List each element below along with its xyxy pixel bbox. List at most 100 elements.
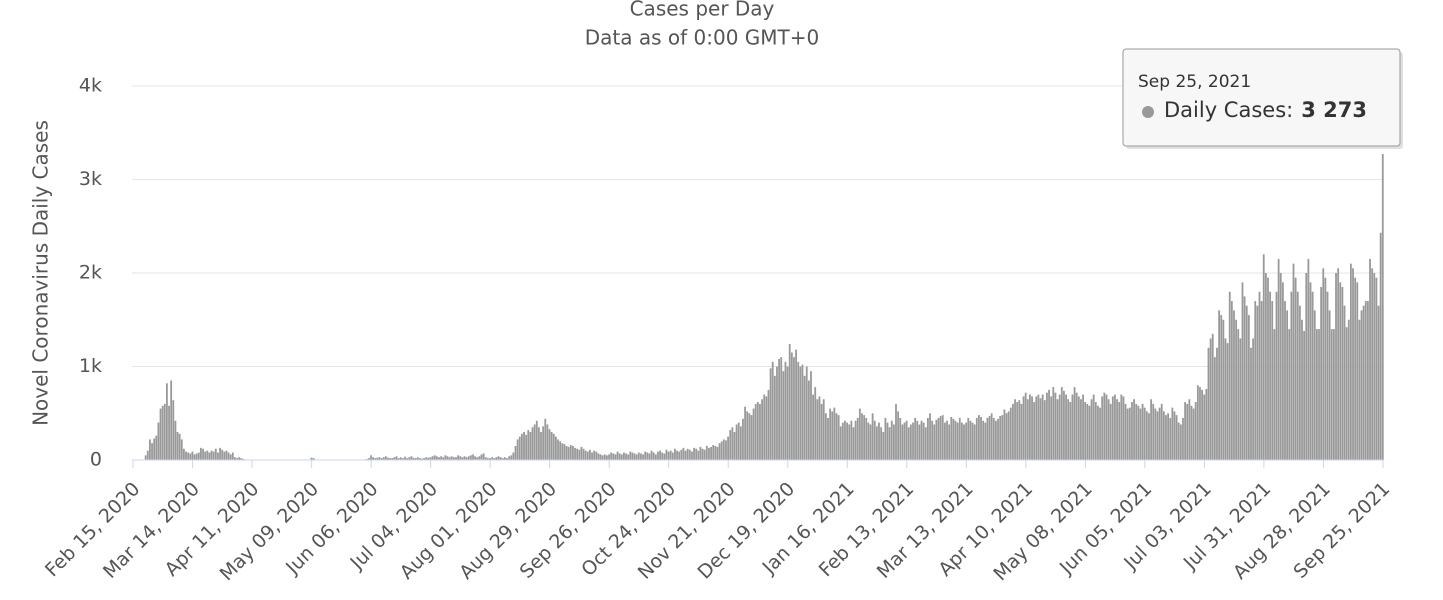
bar [897, 411, 900, 460]
bar [1222, 319, 1225, 460]
bar [746, 411, 749, 460]
bar [674, 448, 676, 460]
bar [895, 403, 897, 460]
bar [149, 439, 151, 460]
bar [733, 431, 736, 460]
bar [503, 457, 506, 460]
bar [427, 457, 430, 460]
bar [1031, 396, 1033, 460]
bar [965, 422, 968, 460]
bar [1250, 347, 1252, 460]
bar [525, 434, 528, 460]
bar [986, 417, 989, 460]
bar [648, 453, 651, 460]
bar [512, 452, 515, 460]
bar [1286, 310, 1289, 460]
bar [954, 420, 957, 460]
bar [829, 408, 832, 460]
bar [1094, 402, 1097, 460]
bar [693, 447, 695, 460]
bar [769, 368, 772, 460]
bar [578, 449, 581, 460]
bar [170, 380, 173, 460]
bar [155, 435, 158, 460]
bar [778, 359, 781, 460]
bar [744, 406, 746, 460]
bar [686, 448, 689, 460]
bar [869, 424, 872, 460]
bar [399, 457, 402, 460]
bar [1315, 329, 1318, 460]
bar [1065, 394, 1067, 460]
bar [478, 456, 481, 460]
bar [1063, 390, 1065, 460]
bar [174, 420, 177, 460]
bar [1158, 407, 1161, 460]
bar [197, 452, 200, 460]
bar [1256, 305, 1259, 460]
bar [931, 420, 934, 460]
bar [310, 457, 313, 460]
bar [491, 457, 494, 460]
bar [1205, 388, 1208, 460]
bar [586, 451, 589, 460]
bar [1356, 282, 1359, 460]
bar [457, 455, 460, 460]
bar [618, 453, 621, 460]
bar [1301, 319, 1303, 460]
bar [1133, 399, 1135, 460]
bar [163, 403, 166, 460]
bar [469, 455, 472, 460]
bar [157, 422, 160, 460]
bar [433, 455, 436, 460]
bar [788, 344, 791, 460]
bar [1122, 396, 1125, 460]
bar [1199, 387, 1201, 460]
bar [1211, 333, 1214, 460]
bar [1169, 417, 1172, 460]
bar [888, 427, 891, 460]
bar [1320, 287, 1323, 460]
bar [210, 450, 213, 460]
bar [1135, 403, 1138, 460]
bar [950, 416, 953, 460]
bar [200, 447, 202, 460]
bar [793, 357, 795, 460]
bar [1379, 232, 1382, 460]
bar [444, 455, 447, 460]
bar [1128, 407, 1131, 460]
bar [537, 427, 540, 460]
bar [312, 458, 315, 460]
y-axis-title: Novel Coronavirus Daily Cases [29, 120, 53, 426]
bar [1341, 287, 1344, 460]
bar [884, 417, 887, 460]
bar [776, 366, 778, 460]
bar [1022, 396, 1025, 460]
bar [236, 458, 238, 460]
bar [1160, 403, 1163, 460]
bar [912, 422, 914, 460]
bar [1362, 305, 1365, 460]
bar [637, 452, 640, 460]
bar [217, 452, 219, 460]
bar [995, 420, 997, 460]
bar [873, 420, 876, 460]
bar [716, 446, 719, 460]
bar [391, 458, 394, 460]
bar [667, 451, 670, 460]
bar [1258, 291, 1261, 460]
bar [988, 416, 991, 460]
bar [701, 448, 704, 460]
bar [1371, 268, 1374, 460]
bar [980, 416, 982, 460]
bar [682, 447, 685, 460]
bar [1335, 273, 1337, 460]
bar [520, 433, 523, 460]
bar [790, 352, 793, 460]
bar [1224, 338, 1227, 460]
bar [935, 419, 938, 460]
bar [627, 454, 630, 460]
bar [1137, 405, 1140, 460]
bar [1073, 387, 1076, 460]
